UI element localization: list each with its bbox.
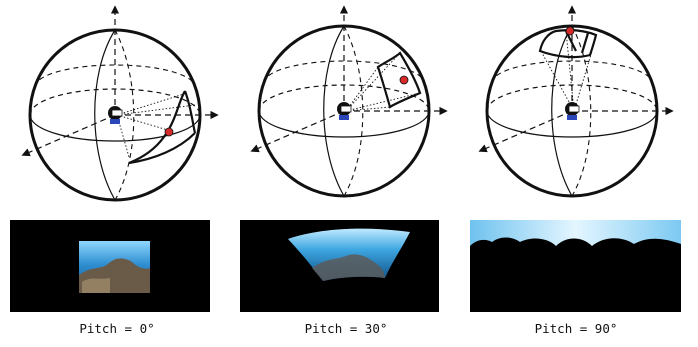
view-frustum <box>541 30 593 112</box>
latitude-ring <box>263 60 425 84</box>
viewer-avatar-icon <box>337 102 352 120</box>
latitude-ring <box>491 60 653 84</box>
horizon-bumps <box>470 237 681 252</box>
viewer-avatar-icon <box>565 102 580 120</box>
latitude-ring <box>34 64 196 88</box>
sphere-diagram-pitch-0 <box>21 5 219 202</box>
viewport-image-pitch-30 <box>240 220 439 312</box>
sphere-diagram-pitch-30 <box>250 5 448 198</box>
equator-front <box>29 114 201 142</box>
viewpoint-dot-icon <box>164 127 174 137</box>
viewport-patch <box>376 51 422 109</box>
viewport-image-pitch-0 <box>10 220 210 312</box>
viewer-avatar-icon <box>108 106 123 124</box>
meridian-front <box>94 29 116 201</box>
meridian-back <box>571 25 592 197</box>
meridian-front <box>323 25 345 197</box>
axis-arrow-icon <box>250 110 345 153</box>
caption-pitch-0: Pitch = 0° <box>79 321 154 336</box>
caption-pitch-30: Pitch = 30° <box>305 321 388 336</box>
viewport-patch <box>128 90 197 165</box>
axis-arrow-icon <box>21 114 116 157</box>
equator-front <box>486 110 658 138</box>
viewport-image-pitch-90 <box>470 220 681 312</box>
equator-front <box>258 110 430 138</box>
meridian-front <box>551 25 573 197</box>
viewpoint-dot-icon <box>399 75 409 85</box>
meridian-back <box>114 29 135 201</box>
view-frustum <box>345 52 421 112</box>
caption-pitch-90: Pitch = 90° <box>535 321 618 336</box>
axis-arrow-icon <box>478 110 573 153</box>
meridian-back <box>343 25 364 197</box>
sphere-diagram-pitch-90 <box>478 5 674 198</box>
viewpoint-dot-icon <box>565 26 575 36</box>
